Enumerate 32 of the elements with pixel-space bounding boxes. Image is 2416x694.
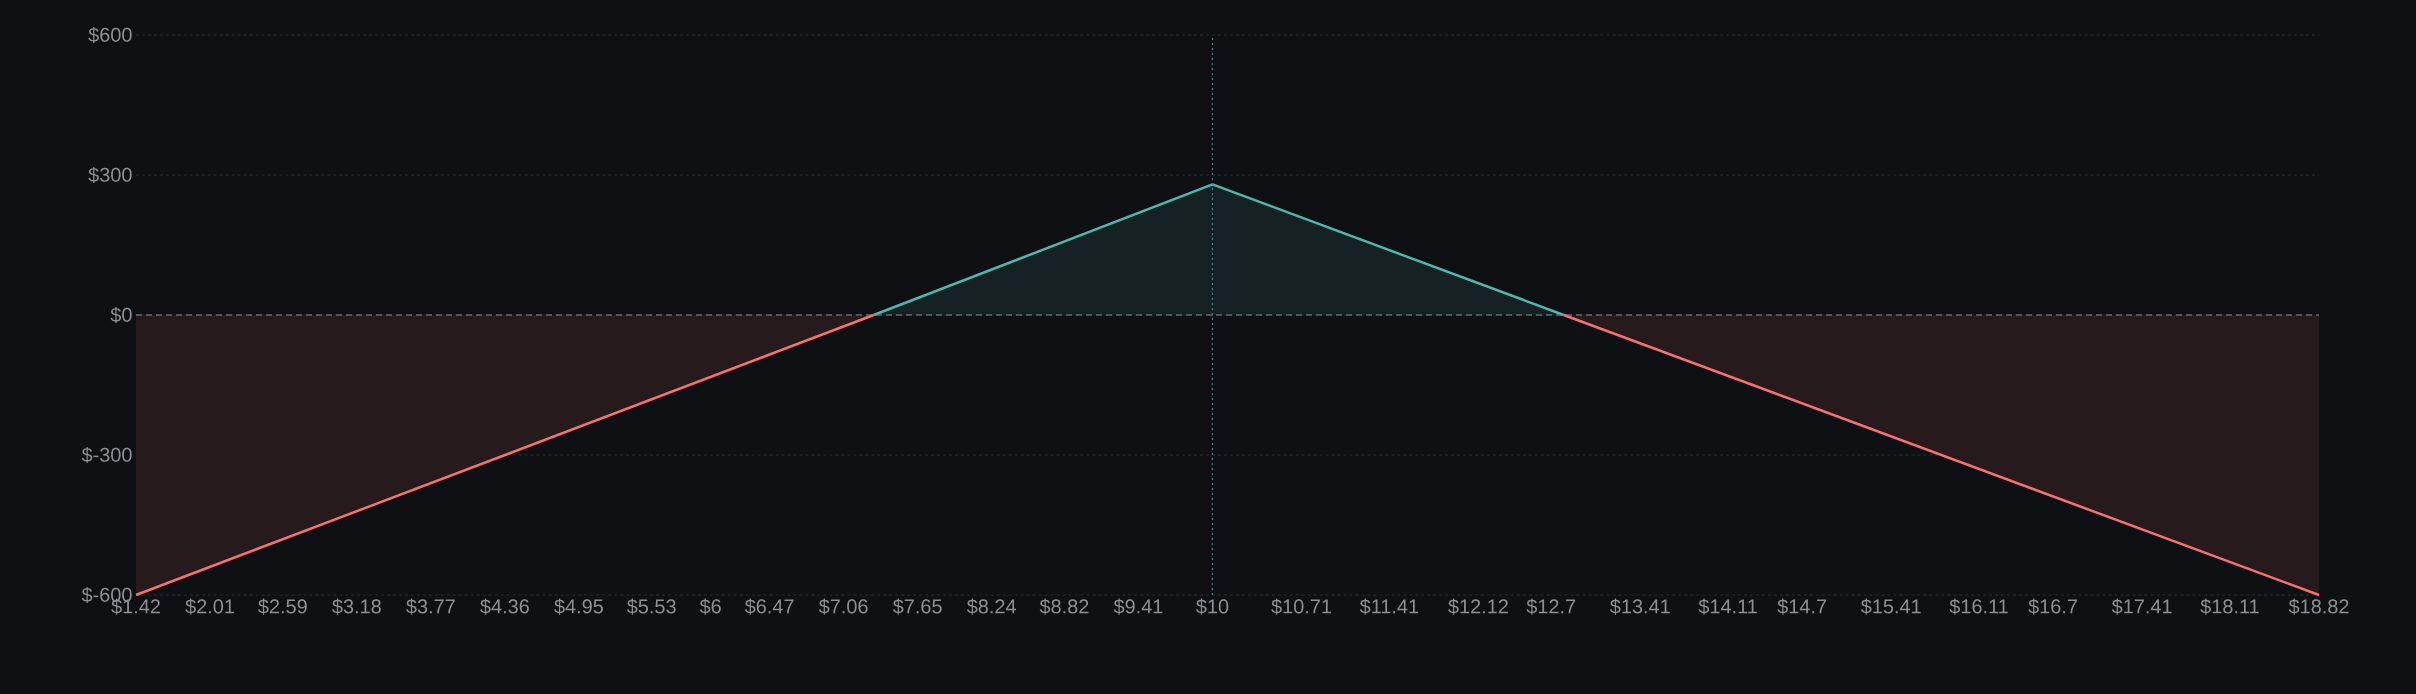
- x-tick-label: $13.41: [1610, 598, 1670, 615]
- x-tick-label: $6.47: [744, 598, 794, 615]
- x-tick-label: $6: [699, 598, 721, 615]
- y-tick-label: $300: [88, 166, 132, 184]
- x-tick-label: $10: [1196, 598, 1229, 615]
- y-tick-label: $-300: [81, 446, 132, 464]
- x-tick-label: $2.59: [258, 598, 307, 615]
- y-tick-label: $600: [88, 26, 132, 44]
- x-tick-label: $12.12: [1448, 598, 1508, 615]
- x-tick-label: $5.53: [626, 598, 676, 615]
- x-tick-label: $16.11: [1949, 598, 2008, 615]
- x-tick-label: $7.06: [818, 598, 868, 615]
- x-tick-label: $15.41: [1860, 598, 1921, 615]
- x-tick-label: $8.24: [966, 598, 1016, 615]
- x-tick-label: $4.95: [554, 598, 603, 615]
- x-tick-label: $3.18: [332, 598, 381, 615]
- x-tick-label: $12.7: [1526, 598, 1576, 615]
- x-tick-label: $9.41: [1113, 598, 1163, 615]
- x-tick-label: $14.7: [1777, 598, 1827, 615]
- y-tick-label: $0: [110, 306, 132, 324]
- x-tick-label: $2.01: [185, 598, 234, 615]
- x-tick-label: $8.82: [1039, 598, 1089, 615]
- x-tick-label: $4.36: [480, 598, 529, 615]
- x-tick-label: $18.11: [2200, 598, 2259, 615]
- x-tick-label: $10.71: [1271, 598, 1332, 615]
- x-tick-label: $7.65: [892, 598, 942, 615]
- x-tick-label: $17.41: [2111, 598, 2172, 615]
- x-tick-label: $14.11: [1698, 598, 1757, 615]
- x-tick-label: $16.7: [2028, 598, 2077, 615]
- x-tick-label: $11.41: [1359, 598, 1419, 615]
- x-tick-label: $18.82: [2288, 598, 2349, 615]
- x-tick-label: $3.77: [406, 598, 455, 615]
